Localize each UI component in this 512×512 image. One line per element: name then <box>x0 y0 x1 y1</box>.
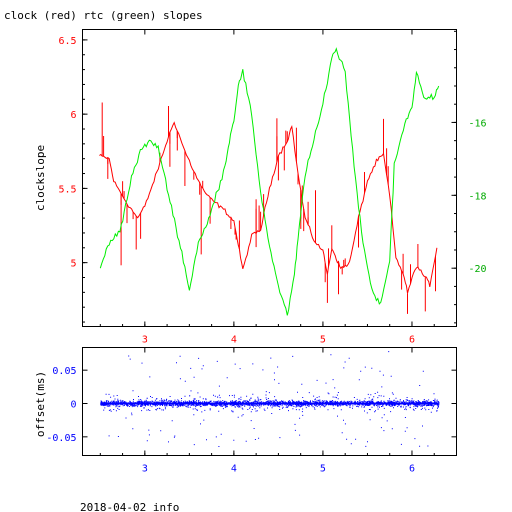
left-y-tick-label: 5 <box>70 259 76 270</box>
offset-plot-frame <box>82 347 457 456</box>
left-y-tick-label: 6.5 <box>58 36 76 47</box>
right-y-tick-label: -20 <box>469 264 487 275</box>
offset-y-axis: -0.05 0 0.05 <box>46 366 457 444</box>
left-y-tick-label: 6 <box>70 110 76 121</box>
offset-y-axis-label: offset(ms) <box>34 371 47 437</box>
x-tick-label: 3 <box>142 335 148 346</box>
footer-info: 2018-04-02 info <box>80 501 179 512</box>
offset-y-tick-label: -0.05 <box>46 433 76 444</box>
right-y-tick-label: -18 <box>469 191 487 202</box>
main-chart: 3 4 5 6 5 5.5 6 6.5 -20 -18 -16 clockslope <box>34 29 487 346</box>
x-tick-label: 5 <box>320 335 326 346</box>
main-left-y-axis: 5 5.5 6 6.5 <box>58 36 88 323</box>
offset-chart: 3 4 5 6 -0.05 0 0.05 offset(ms) <box>34 347 457 475</box>
right-y-tick-label: -16 <box>469 118 487 129</box>
main-plot-area <box>99 47 440 316</box>
offset-x-axis: 3 4 5 6 <box>99 347 435 475</box>
offset-x-tick-label: 3 <box>142 464 148 475</box>
offset-y-tick-label: 0.05 <box>52 366 76 377</box>
offset-x-tick-label: 6 <box>409 464 415 475</box>
x-tick-label: 6 <box>409 335 415 346</box>
series-line-clock <box>99 121 438 294</box>
offset-y-tick-label: 0 <box>70 400 76 411</box>
series-line-rtc <box>99 47 440 316</box>
main-x-axis: 3 4 5 6 <box>99 29 435 346</box>
offset-x-tick-label: 4 <box>231 464 237 475</box>
main-right-y-axis: -20 -18 -16 <box>451 30 487 324</box>
left-y-tick-label: 5.5 <box>58 184 76 195</box>
offset-plot-area <box>100 351 440 447</box>
offset-scatter-points <box>100 351 440 447</box>
chart-title: clock (red) rtc (green) slopes <box>4 9 203 22</box>
main-plot-frame <box>82 29 457 327</box>
offset-x-tick-label: 5 <box>320 464 326 475</box>
x-tick-label: 4 <box>231 335 237 346</box>
main-y-axis-label: clockslope <box>34 145 47 211</box>
